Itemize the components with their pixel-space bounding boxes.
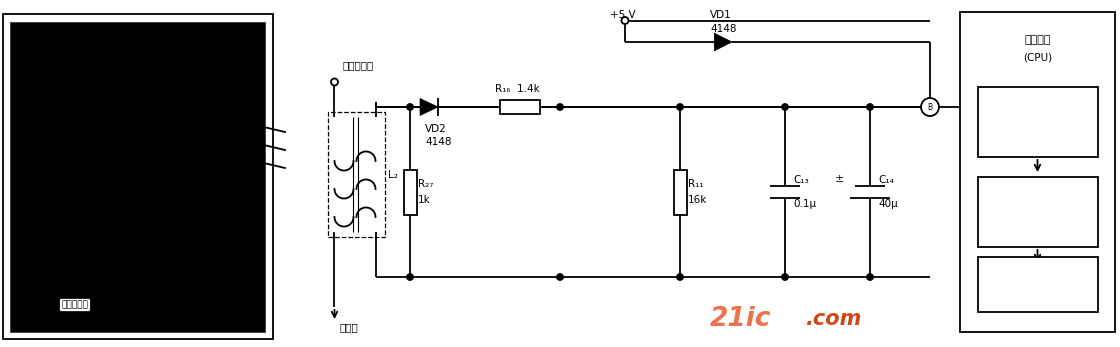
Text: .com: .com <box>805 309 861 329</box>
Text: C₁₃: C₁₃ <box>793 175 809 185</box>
Text: 检测: 检测 <box>1032 194 1044 204</box>
Circle shape <box>407 274 413 280</box>
Text: 4148: 4148 <box>424 137 451 147</box>
Text: L₂: L₂ <box>388 169 398 179</box>
Circle shape <box>676 274 683 280</box>
Text: C₁₄: C₁₄ <box>878 175 894 185</box>
Circle shape <box>332 78 338 85</box>
Text: (CPU): (CPU) <box>1023 52 1052 62</box>
Text: 0.1μ: 0.1μ <box>793 199 816 209</box>
Text: 变换器: 变换器 <box>1028 131 1047 141</box>
Bar <box>978 257 1098 312</box>
Text: +5 V: +5 V <box>610 10 636 20</box>
Bar <box>328 112 385 237</box>
Text: ±: ± <box>836 174 844 184</box>
Circle shape <box>782 104 788 110</box>
Circle shape <box>867 104 874 110</box>
Bar <box>500 100 540 114</box>
Polygon shape <box>420 99 438 116</box>
Text: 控制: 控制 <box>1030 279 1044 289</box>
Bar <box>673 169 687 214</box>
Bar <box>10 22 265 332</box>
Text: A/D: A/D <box>1026 105 1049 118</box>
Text: 21ic: 21ic <box>710 306 772 332</box>
Circle shape <box>867 274 874 280</box>
Text: B: B <box>927 102 933 111</box>
Text: 40μ: 40μ <box>878 199 898 209</box>
Text: R₁₆  1.4k: R₁₆ 1.4k <box>495 84 540 94</box>
Text: 微处理器: 微处理器 <box>1025 35 1051 45</box>
Text: 4148: 4148 <box>710 24 737 34</box>
Bar <box>3 14 273 339</box>
Bar <box>403 169 417 214</box>
Text: 电源供电线: 电源供电线 <box>343 60 374 70</box>
Polygon shape <box>715 34 732 51</box>
Circle shape <box>407 104 413 110</box>
Text: R₁₁: R₁₁ <box>688 179 703 189</box>
Circle shape <box>622 17 628 24</box>
Circle shape <box>676 104 683 110</box>
Circle shape <box>782 274 788 280</box>
Text: 判别: 判别 <box>1032 220 1044 230</box>
Text: VD1: VD1 <box>710 10 731 20</box>
Bar <box>978 87 1098 157</box>
Circle shape <box>557 104 563 110</box>
Text: VD2: VD2 <box>424 124 447 134</box>
Circle shape <box>926 104 933 110</box>
Circle shape <box>557 274 563 280</box>
Text: 16k: 16k <box>688 195 708 205</box>
Text: 压缩机: 压缩机 <box>339 322 358 332</box>
Bar <box>978 177 1098 247</box>
Circle shape <box>921 98 939 116</box>
Bar <box>960 12 1116 332</box>
Text: 电流互感器: 电流互感器 <box>62 301 88 310</box>
Text: R₂₇: R₂₇ <box>418 179 433 189</box>
Text: 1k: 1k <box>418 195 431 205</box>
